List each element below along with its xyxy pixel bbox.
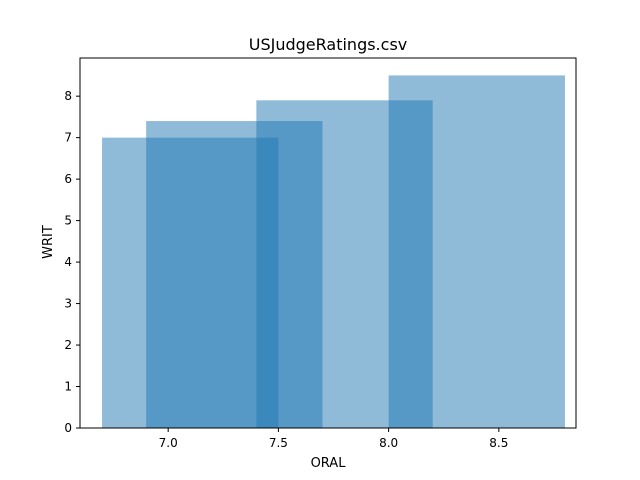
x-axis-label: ORAL (311, 456, 347, 471)
y-tick-label: 7 (64, 131, 72, 145)
y-tick-label: 4 (64, 255, 72, 269)
y-tick-label: 3 (64, 297, 72, 311)
y-tick-label: 0 (64, 421, 72, 435)
y-tick-label: 5 (64, 214, 72, 228)
x-tick-label: 7.0 (159, 436, 178, 450)
plot-frame (79, 57, 577, 429)
y-tick-label: 6 (64, 172, 72, 186)
y-tick-label: 2 (64, 338, 72, 352)
y-axis-label: WRIT (41, 225, 56, 259)
y-axis-ticks: 0 1 2 3 4 5 6 7 8 (64, 89, 80, 435)
chart-title: USJudgeRatings.csv (249, 35, 408, 54)
y-tick-label: 8 (64, 89, 72, 103)
x-axis-ticks: 7.0 7.5 8.0 8.5 (159, 428, 508, 450)
bar-4 (388, 75, 565, 429)
y-tick-label: 1 (64, 380, 72, 394)
x-tick-label: 7.5 (269, 436, 288, 450)
x-tick-label: 8.5 (489, 436, 508, 450)
x-tick-label: 8.0 (379, 436, 398, 450)
bars-layer (102, 75, 565, 429)
